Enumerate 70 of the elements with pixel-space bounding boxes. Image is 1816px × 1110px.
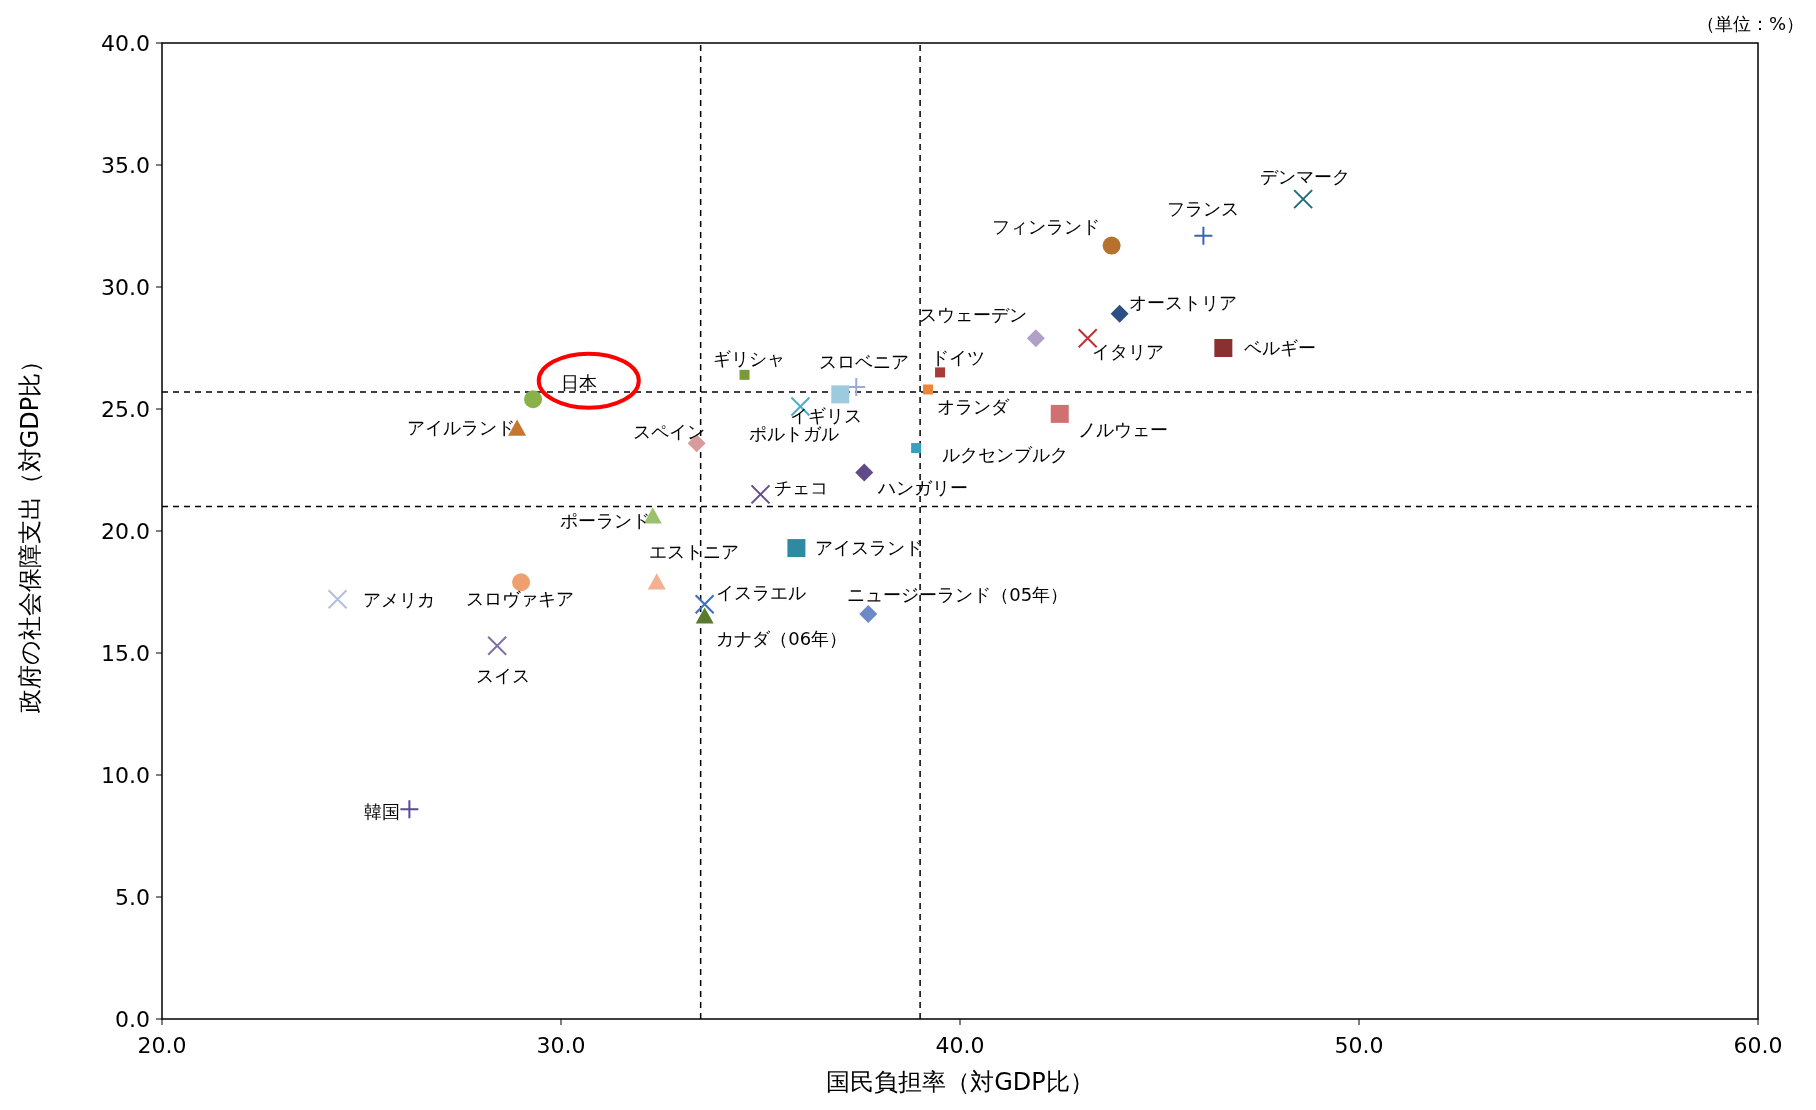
x-tick-label: 40.0 [935,1033,985,1058]
series-label: デンマーク [1260,166,1351,188]
text: （単位：%） [1696,13,1804,34]
point [487,635,508,656]
y-tick-label: 25.0 [101,396,150,422]
series-label: ギリシャ [713,347,786,369]
point [855,463,874,482]
series-label: ポーランド [560,510,651,532]
series-label: ベルギー [1244,337,1317,359]
y-tick-label: 30.0 [101,274,150,300]
y-tick-label: 10.0 [101,762,150,788]
y-tick-label: 0.0 [115,1006,150,1032]
x-axis-title: 国民負担率（対GDP比） [826,1068,1094,1096]
series-label: スウェーデン [918,304,1027,326]
series-label: ノルウェー [1078,419,1169,441]
point [1293,189,1314,210]
series-label: ニュージーランド（05年） [847,583,1069,605]
series-label: オーストリア [1128,291,1237,313]
series-label: フランス [1167,198,1240,220]
point [831,385,850,404]
series-label: ハンガリー [877,476,969,498]
point [524,390,543,409]
point [695,607,714,624]
series-label: アイスランド [814,537,923,559]
point [846,377,867,398]
y-tick-label: 20.0 [101,518,150,544]
point [512,573,531,592]
x-tick-label: 20.0 [137,1033,187,1058]
y-axis-title: 政府の社会保障支出（対GDP比） [16,348,44,714]
point [1193,225,1214,246]
point [923,384,934,395]
y-tick-label: 35.0 [101,152,150,178]
series-label: チェコ [774,476,829,498]
series-label: アイルランド [406,416,515,438]
series-label: スロベニア [819,350,910,372]
point [647,573,666,590]
x-tick-label: 60.0 [1733,1033,1783,1058]
x-tick-label: 50.0 [1334,1033,1384,1058]
series-label: ルクセンブルク [941,444,1068,466]
point [859,604,878,623]
y-tick-label: 15.0 [101,640,150,666]
point [787,539,806,558]
series-label: イタリア [1092,341,1165,363]
point [911,443,922,454]
point [935,367,946,378]
point [750,484,771,505]
series-label: イギリス [789,405,862,427]
point [1026,329,1045,348]
series-label: スロヴァキア [465,587,574,609]
series-label: スイス [475,665,530,687]
point [739,369,750,380]
y-tick-label: 40.0 [101,30,150,56]
series-label: ドイツ [930,346,985,368]
point [327,589,348,610]
point [399,799,420,820]
series-label: フィンランド [992,216,1101,238]
series-label: カナダ（06年） [716,627,848,649]
point [694,594,715,615]
x-tick-label: 30.0 [536,1033,586,1058]
point [1102,236,1121,255]
series-label: 韓国 [364,800,401,822]
point [1110,304,1129,323]
series-label: アメリカ [363,588,436,610]
series-label: 日本 [560,372,597,394]
series-label: エストニア [648,541,739,563]
point [1214,339,1233,357]
y-tick-label: 5.0 [115,884,150,910]
point [1050,404,1069,423]
series-label: イスラエル [716,581,807,603]
series-label: オランダ [937,396,1011,418]
